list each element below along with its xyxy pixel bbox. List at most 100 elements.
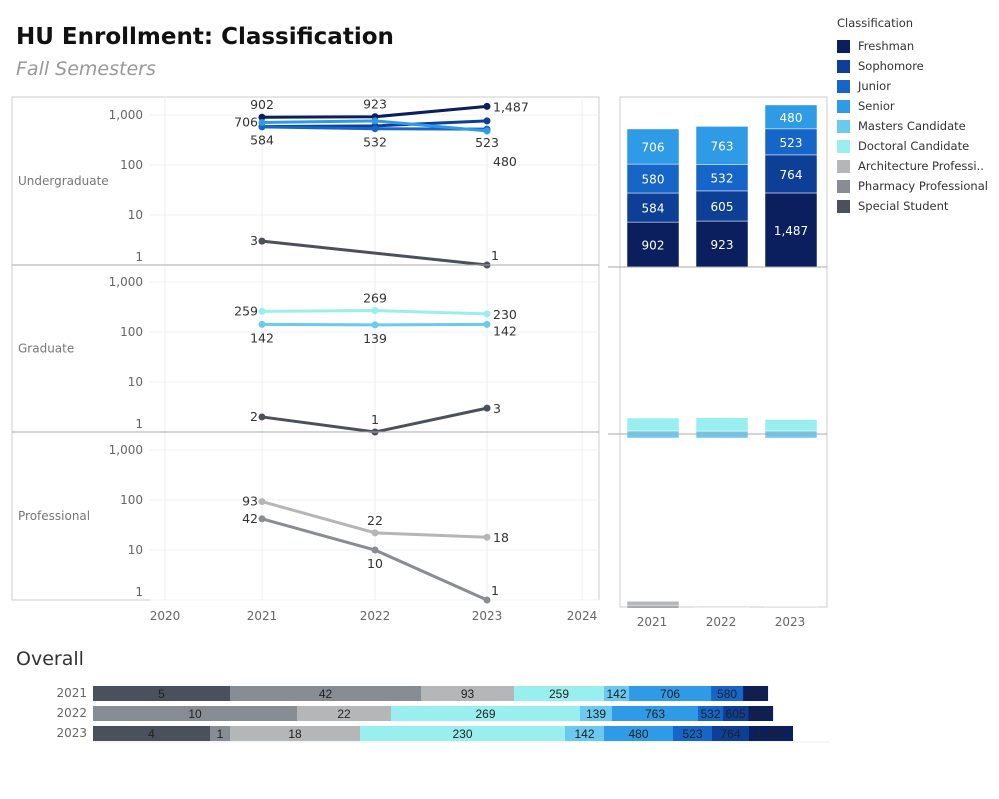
line-panel-frame — [11, 96, 600, 601]
legend-label: Special Student — [858, 199, 949, 213]
data-label: 142 — [493, 323, 517, 338]
overall-bar-label: 1,487 — [756, 727, 786, 741]
legend-item[interactable]: Masters Candidate — [837, 116, 988, 136]
data-point — [371, 529, 379, 537]
stacked-bar-segment — [695, 126, 749, 165]
data-label: 18 — [493, 530, 509, 545]
stacked-bar-label: 1,487 — [774, 224, 808, 238]
y-tick-label: 1 — [135, 417, 143, 431]
y-tick-label: 100 — [120, 158, 143, 172]
overall-year-label: 2021 — [56, 686, 87, 700]
stacked-bar-label: 605 — [711, 200, 734, 214]
legend-item[interactable]: Junior — [837, 76, 988, 96]
overall-bar-label: 923 — [751, 707, 771, 721]
data-point — [258, 515, 266, 523]
overall-bar-segment — [391, 706, 580, 721]
stacked-bar-segment — [695, 417, 749, 432]
data-label: 259 — [234, 303, 258, 318]
stacked-bar-segment — [626, 221, 680, 268]
stacked-bar-segment — [764, 104, 818, 130]
legend-label: Junior — [858, 79, 891, 93]
stacked-bar-segment — [695, 190, 749, 222]
data-label: 480 — [493, 154, 517, 169]
overall-bar-label: 142 — [607, 687, 627, 701]
data-label: 1 — [491, 583, 499, 598]
overall-bar-label: 480 — [628, 727, 648, 741]
legend-swatch — [837, 39, 850, 53]
overall-bar-segment — [711, 686, 744, 701]
overall-bar-segment — [297, 706, 391, 721]
data-point — [258, 320, 266, 328]
y-tick-label: 10 — [128, 543, 143, 557]
stacked-bar-label: 902 — [642, 239, 665, 253]
data-point — [258, 237, 266, 245]
overall-bar-label: 764 — [720, 727, 740, 741]
stacked-bar-segment — [626, 192, 680, 223]
legend-item[interactable]: Doctoral Candidate — [837, 136, 988, 156]
y-tick-label: 1,000 — [109, 275, 143, 289]
legend-label: Masters Candidate — [858, 119, 966, 133]
overall-title: Overall — [16, 648, 84, 670]
legend-swatch — [837, 99, 850, 113]
overall-bar-label: 18 — [288, 727, 302, 741]
legend-label: Senior — [858, 99, 895, 113]
y-tick-label: 1,000 — [109, 108, 143, 122]
overall-bar-segment — [673, 726, 712, 741]
panel-label: Graduate — [18, 342, 74, 356]
legend-item[interactable]: Pharmacy Professional — [837, 176, 988, 196]
data-label: 532 — [363, 135, 387, 150]
data-point — [258, 119, 266, 127]
legend-item[interactable]: Sophomore — [837, 56, 988, 76]
data-label: 1 — [371, 412, 379, 427]
data-label: 10 — [367, 556, 383, 571]
overall-bar-label: 605 — [726, 707, 746, 721]
overall-bar-label: 532 — [701, 707, 721, 721]
data-label: 142 — [250, 330, 274, 345]
data-label: 42 — [242, 511, 258, 526]
data-label: 706 — [234, 115, 258, 130]
legend-label: Doctoral Candidate — [858, 139, 970, 153]
overall-bar-label: 230 — [452, 727, 472, 741]
overall-bar-segment — [421, 686, 514, 701]
data-label: 923 — [363, 97, 387, 112]
overall-year-label: 2023 — [56, 726, 87, 740]
series-line — [261, 239, 488, 267]
legend-label: Sophomore — [858, 59, 924, 73]
x-tick-label: 2022 — [360, 609, 391, 623]
legend-swatch — [837, 159, 850, 173]
y-tick-label: 10 — [128, 208, 143, 222]
bar-x-tick-label: 2021 — [637, 615, 668, 629]
stacked-bar-label: 584 — [642, 202, 665, 216]
y-tick-label: 1 — [135, 250, 143, 264]
overall-bar-segment — [230, 686, 421, 701]
overall-bar-segment — [712, 726, 749, 741]
x-tick-label: 2024 — [567, 609, 598, 623]
data-point — [258, 413, 266, 421]
data-point — [258, 498, 266, 506]
legend-item[interactable]: Special Student — [837, 196, 988, 216]
legend-item[interactable]: Architecture Professi.. — [837, 156, 988, 176]
overall-bar-label: 580 — [717, 687, 737, 701]
bar-x-tick-label: 2023 — [775, 615, 806, 629]
data-point — [371, 307, 379, 315]
overall-bar-label: 763 — [645, 707, 665, 721]
overall-bar-label: 142 — [574, 727, 594, 741]
legend-title: Classification — [837, 16, 914, 30]
overall-bar-label: 902 — [746, 687, 766, 701]
data-point — [483, 102, 491, 110]
dashboard-title: HU Enrollment: Classification — [16, 24, 394, 50]
overall-bar-segment — [360, 726, 565, 741]
stacked-bar-label: 532 — [711, 172, 734, 186]
data-label: 269 — [363, 291, 387, 306]
legend-item[interactable]: Senior — [837, 96, 988, 116]
legend-swatch — [837, 139, 850, 153]
legend-label: Freshman — [858, 39, 915, 53]
x-tick-label: 2023 — [472, 609, 503, 623]
stacked-bar-segment — [695, 606, 749, 608]
legend-item[interactable]: Freshman — [837, 36, 988, 56]
data-label: 3 — [250, 233, 258, 248]
data-label: 1,487 — [493, 99, 529, 114]
data-label: 22 — [367, 513, 383, 528]
stacked-bar-label: 923 — [711, 238, 734, 252]
